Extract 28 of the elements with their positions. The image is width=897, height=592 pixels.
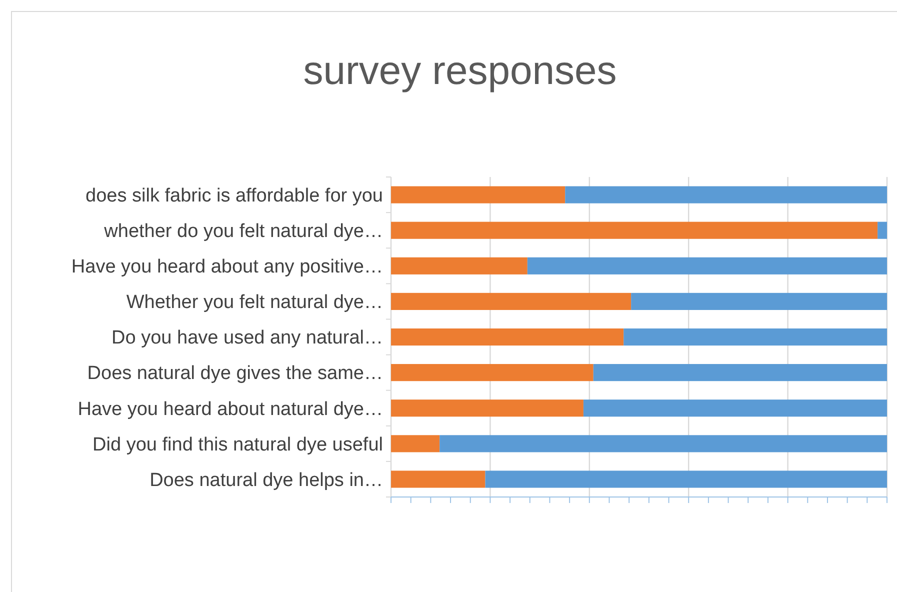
bar	[391, 292, 632, 310]
bar	[391, 364, 594, 382]
y-tick-label: Did you find this natural dye useful	[92, 434, 383, 456]
y-tick-label: Have you heard about any positive…	[71, 256, 383, 278]
y-tick-label: Do you have used any natural…	[112, 328, 383, 349]
bar	[565, 186, 887, 204]
bar	[593, 364, 887, 382]
bar	[583, 400, 887, 417]
bar	[878, 222, 887, 239]
y-tick-label: Have you heard about natural dye…	[78, 398, 383, 420]
bar	[624, 328, 887, 346]
bar	[631, 292, 887, 310]
y-tick-label: Does natural dye helps in…	[150, 470, 383, 491]
bar	[485, 470, 887, 488]
bar	[527, 257, 887, 274]
bar	[391, 186, 566, 204]
y-tick-label: Whether you felt natural dye…	[126, 292, 383, 314]
bar	[391, 222, 878, 239]
y-tick-label: whether do you felt natural dye…	[103, 220, 383, 242]
chart-title: survey responses	[303, 49, 617, 93]
y-tick-label: does silk fabric is affordable for you	[86, 185, 383, 206]
bar	[391, 470, 486, 488]
bar	[440, 435, 887, 452]
bar	[391, 257, 528, 274]
bar	[391, 435, 440, 452]
y-tick-label: Does natural dye gives the same…	[87, 363, 383, 384]
bar	[391, 328, 624, 346]
bar	[391, 400, 584, 417]
